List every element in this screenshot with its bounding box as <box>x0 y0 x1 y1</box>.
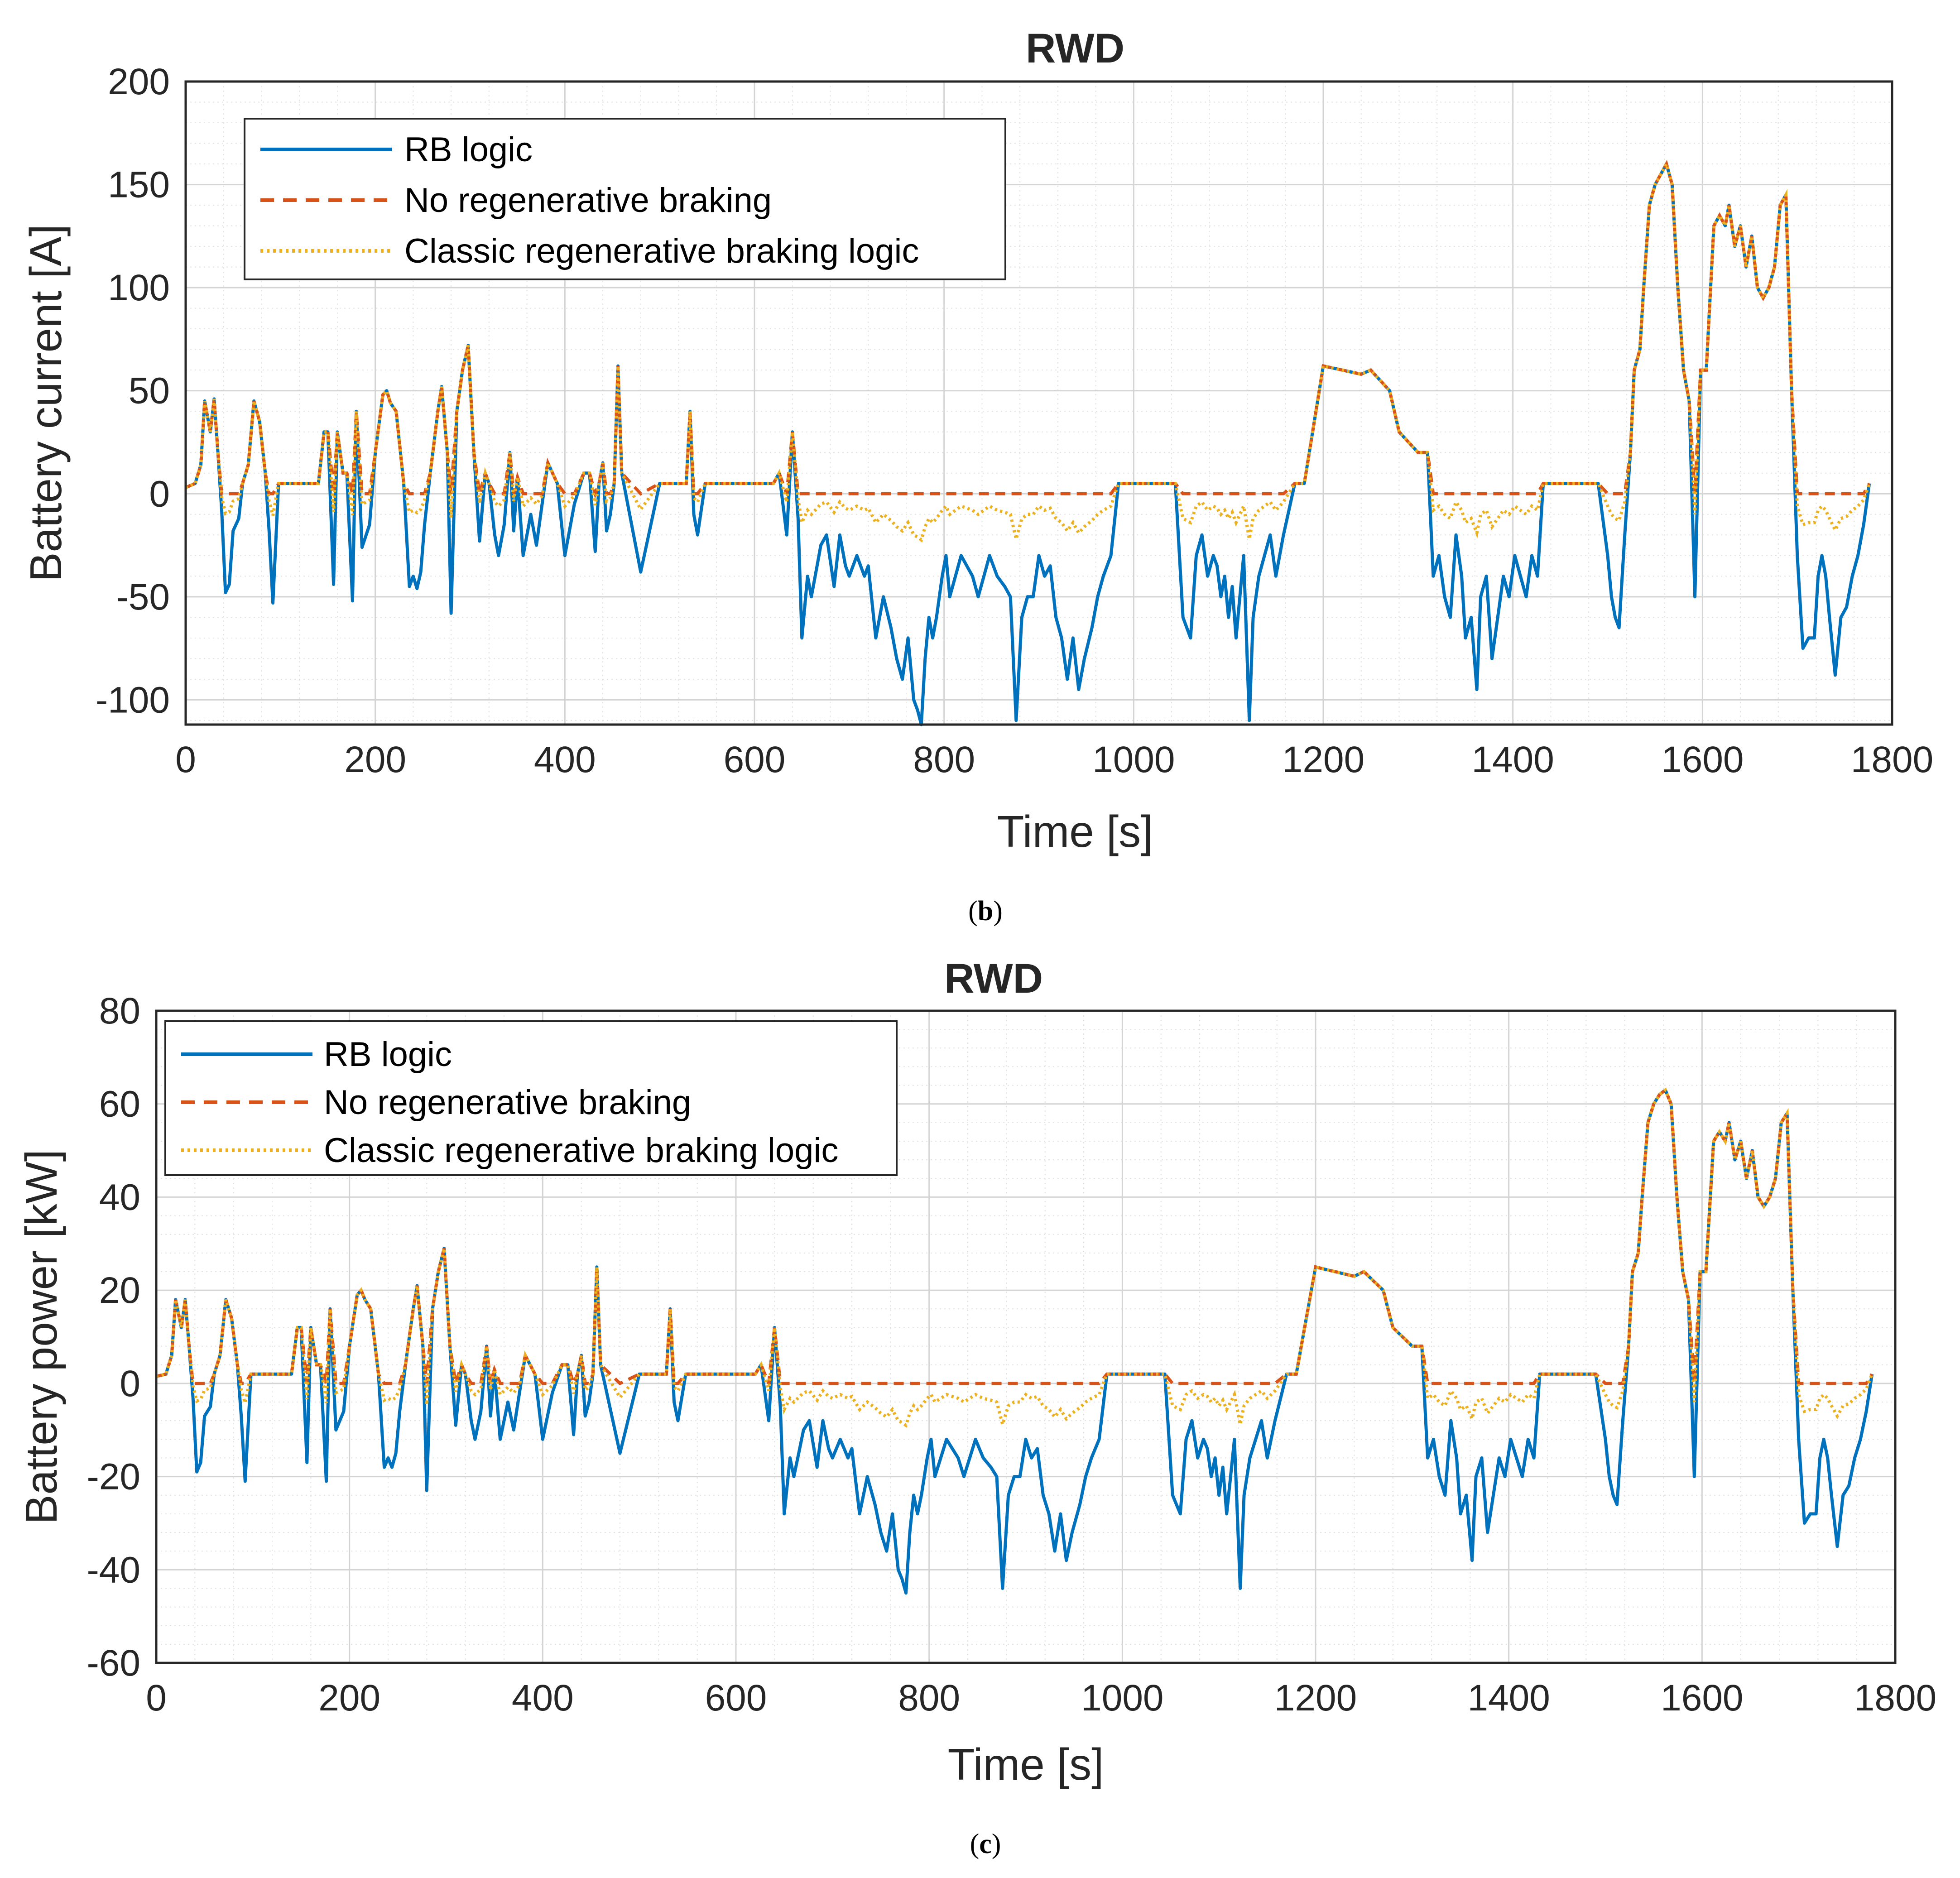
legend-label-no-regen: No regenerative braking <box>404 181 772 220</box>
y-tick-label: -40 <box>86 1549 140 1590</box>
legend-box <box>164 1020 898 1176</box>
x-tick-label: 1000 <box>1081 1677 1163 1719</box>
x-axis-label: Time [s] <box>997 807 1153 856</box>
x-tick-label: 400 <box>512 1677 574 1719</box>
y-tick-label: 200 <box>108 61 170 102</box>
y-tick-label: 40 <box>99 1177 140 1218</box>
y-tick-label: 150 <box>108 164 170 206</box>
x-tick-labels: 0 200 400 600 800 1000 1200 1400 1600 1800 <box>146 1677 1936 1719</box>
caption-c: (c) <box>970 1829 1001 1859</box>
x-tick-label: 1200 <box>1282 739 1364 780</box>
chart-title: RWD <box>944 956 1043 1002</box>
y-tick-labels: -60 -40 -20 0 20 40 60 80 <box>86 990 140 1684</box>
series-line-no-regen <box>156 1087 1874 1388</box>
x-tick-label: 200 <box>318 1677 380 1719</box>
x-tick-label: 600 <box>705 1677 767 1719</box>
y-tick-label: 0 <box>149 473 170 514</box>
legend-label-rb-logic: RB logic <box>404 130 533 169</box>
chart-title: RWD <box>1026 25 1124 72</box>
y-tick-label: 60 <box>99 1084 140 1125</box>
x-tick-label: 400 <box>534 739 596 780</box>
legend: RB logic No regenerative braking Classic… <box>164 1020 898 1176</box>
legend-label-classic: Classic regenerative braking logic <box>404 232 919 270</box>
legend-box <box>244 118 1006 280</box>
legend-label-no-regen: No regenerative braking <box>324 1083 691 1122</box>
y-tick-label: 100 <box>108 267 170 308</box>
plot-area-border <box>184 80 1893 726</box>
y-tick-label: -100 <box>96 679 170 720</box>
series-lines <box>185 159 1871 726</box>
x-tick-label: 1800 <box>1851 739 1933 780</box>
x-tick-label: 800 <box>913 739 975 780</box>
y-tick-label: -20 <box>86 1456 140 1498</box>
x-tick-labels: 0 200 400 600 800 1000 1200 1400 1600 1800 <box>175 739 1933 780</box>
x-tick-label: 800 <box>898 1677 960 1719</box>
legend: RB logic No regenerative braking Classic… <box>244 118 1006 280</box>
x-tick-label: 600 <box>724 739 786 780</box>
y-axis-label: Battery power [kW] <box>16 1149 66 1524</box>
x-tick-label: 0 <box>146 1677 167 1719</box>
series-lines <box>156 1087 1874 1595</box>
plot-area-border <box>155 1009 1897 1664</box>
legend-label-classic: Classic regenerative braking logic <box>324 1131 838 1170</box>
y-tick-label: -60 <box>86 1643 140 1684</box>
x-axis-label: Time [s] <box>948 1739 1104 1789</box>
caption-b: (b) <box>968 896 1003 927</box>
x-tick-label: 1400 <box>1467 1677 1550 1719</box>
x-tick-label: 1800 <box>1854 1677 1936 1719</box>
x-tick-label: 200 <box>344 739 406 780</box>
chart-battery-current: RWD 0 200 400 600 800 1000 1200 1400 1600 1800 -1… <box>21 25 1933 856</box>
x-tick-label: 1600 <box>1661 739 1744 780</box>
y-axis-label: Battery current [A] <box>21 224 71 582</box>
y-tick-label: 20 <box>99 1270 140 1311</box>
x-tick-label: 1400 <box>1471 739 1554 780</box>
y-tick-label: -50 <box>116 576 170 618</box>
x-tick-label: 1200 <box>1274 1677 1357 1719</box>
chart-battery-power: RWD 0 200 400 600 800 1000 1200 1400 1600 1800 -6… <box>16 956 1936 1789</box>
series-line-rb-logic <box>156 1088 1874 1595</box>
y-tick-labels: -100 -50 0 50 100 150 200 <box>96 61 170 720</box>
x-tick-label: 0 <box>175 739 196 780</box>
x-tick-label: 1600 <box>1661 1677 1743 1719</box>
y-tick-label: 80 <box>99 990 140 1032</box>
series-line-no-regen <box>185 159 1871 499</box>
y-tick-label: 50 <box>129 370 170 412</box>
legend-label-rb-logic: RB logic <box>324 1035 452 1074</box>
x-tick-label: 1000 <box>1092 739 1175 780</box>
y-tick-label: 0 <box>120 1363 140 1404</box>
